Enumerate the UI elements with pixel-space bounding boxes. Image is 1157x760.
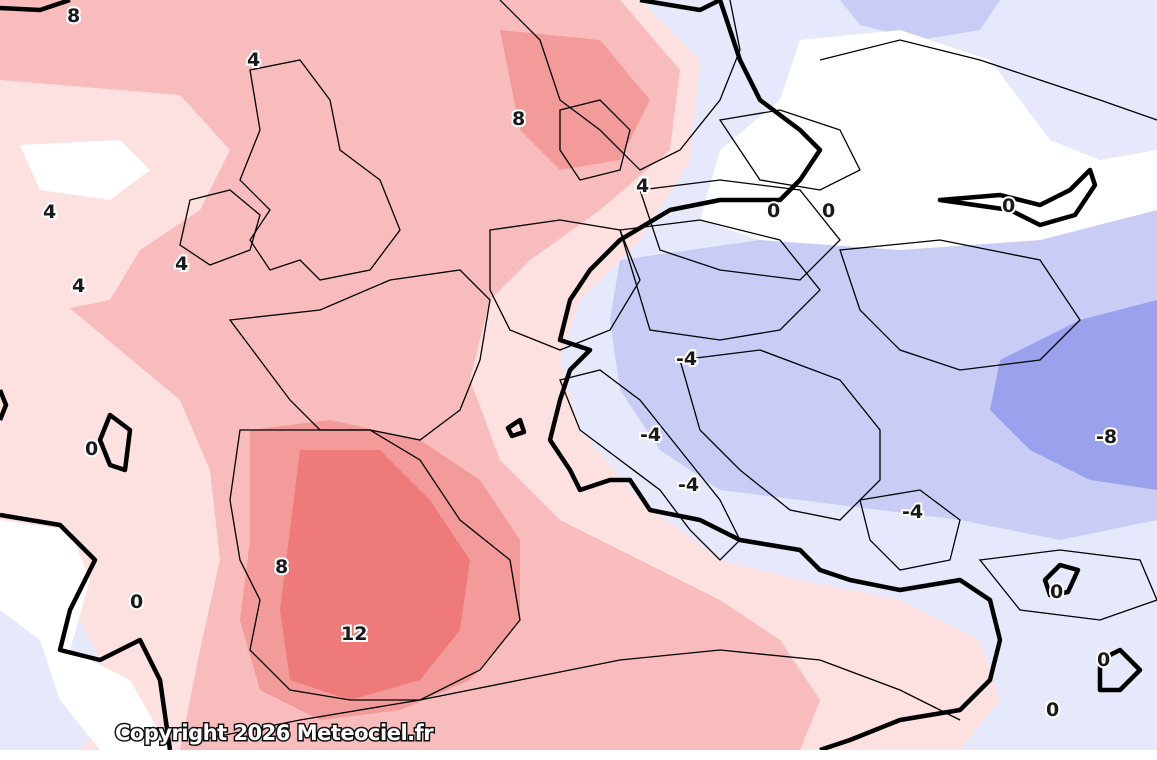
zero-loop-levant xyxy=(1097,647,1143,693)
zero-loop-east xyxy=(937,167,1098,228)
contour-label: 0 xyxy=(1002,195,1015,217)
country-borders xyxy=(179,0,1157,741)
contour-label: -4 xyxy=(676,348,697,370)
contour-label: 4 xyxy=(175,253,188,275)
cold-field-north xyxy=(840,0,1000,40)
contour-label: 0 xyxy=(1097,649,1110,671)
central-europe-outline xyxy=(619,219,821,341)
contour-label: 0 xyxy=(85,438,98,460)
zero-isotherm xyxy=(0,0,1143,750)
white-field-southwest xyxy=(0,520,170,750)
contour-label: 4 xyxy=(247,49,260,71)
contour-labels: 8 4 8 4 4 4 4 0 0 0 0 -4 -4 -4 -8 -4 8 1… xyxy=(41,3,1119,723)
zero-loop-black-sea xyxy=(1042,562,1081,598)
contour-label: 0 xyxy=(130,591,143,613)
turkey-outline xyxy=(978,549,1157,621)
warm-field-strong-north xyxy=(500,30,650,170)
zero-line-west xyxy=(0,512,173,750)
zero-loop-west-edge xyxy=(0,389,9,421)
zero-line-main xyxy=(547,0,1003,750)
contour-label: -4 xyxy=(640,424,661,446)
contour-label: 0 xyxy=(767,200,780,222)
contour-label: -8 xyxy=(1096,426,1117,448)
britain-outline xyxy=(239,59,401,281)
greece-outline xyxy=(859,489,961,571)
italy-outline xyxy=(559,369,741,561)
ireland-outline xyxy=(179,189,261,266)
zero-loop-top-left xyxy=(0,0,71,13)
zero-loop-atlantic xyxy=(97,412,133,473)
contour-label: -4 xyxy=(902,501,923,523)
ukraine-outline xyxy=(839,239,1081,371)
contour-label: 4 xyxy=(636,175,649,197)
contour-label: 0 xyxy=(1050,581,1063,603)
copyright-text: Copyright 2026 Meteociel.fr xyxy=(115,721,434,745)
contour-label: 12 xyxy=(341,623,367,645)
france-outline xyxy=(228,269,491,441)
north-africa-outline xyxy=(199,649,961,741)
contour-label: 0 xyxy=(822,200,835,222)
iberia-outline xyxy=(229,429,521,701)
contour-label: -4 xyxy=(678,474,699,496)
baltic-outline xyxy=(718,109,861,191)
contour-label: 8 xyxy=(275,556,288,578)
contour-label: 0 xyxy=(1046,699,1059,721)
denmark-outline xyxy=(559,99,631,181)
warm-field-white-patch xyxy=(20,140,150,200)
white-field-east xyxy=(700,30,1157,250)
contour-label: 8 xyxy=(512,108,525,130)
poland-outline xyxy=(639,179,841,281)
germany-outline xyxy=(489,219,641,351)
zero-blob-alps xyxy=(505,417,527,439)
scandinavia-outline xyxy=(499,0,741,171)
contour-label: 4 xyxy=(43,201,56,223)
contour-label: 4 xyxy=(72,275,85,297)
warm-field-hot-core xyxy=(280,450,470,700)
cold-field-strong xyxy=(990,300,1157,490)
russia-outline xyxy=(819,39,1157,121)
cold-field-mid xyxy=(610,210,1157,540)
contour-label: 8 xyxy=(67,5,80,27)
